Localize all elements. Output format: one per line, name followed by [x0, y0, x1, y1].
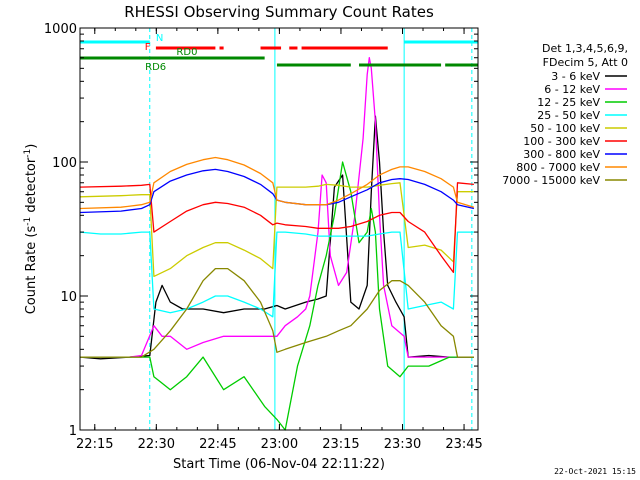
- x-tick-label: 22:45: [199, 437, 236, 452]
- x-axis-ticks: 22:15 22:30 22:45 23:00 23:15 23:30 23:45: [76, 28, 483, 452]
- series-line: [80, 267, 474, 358]
- status-bar-label: RD0: [176, 47, 197, 58]
- series-line: [79, 231, 474, 318]
- legend-label: 300 - 800 keV: [523, 148, 600, 161]
- x-axis-label: Start Time (06-Nov-04 22:11:22): [173, 457, 385, 472]
- legend-header-line: Det 1,3,4,5,6,9,: [542, 42, 628, 55]
- y-axis-label-part: Count Rate (s: [24, 226, 39, 315]
- series-line: [79, 156, 475, 210]
- y-axis-label-superscript: -1: [23, 217, 33, 226]
- y-axis-label-part: ): [24, 144, 39, 149]
- chart-title: RHESSI Observing Summary Count Rates: [124, 3, 434, 21]
- y-axis-label-superscript: -1: [23, 149, 33, 158]
- y-axis-label-part: detector: [24, 157, 39, 217]
- footer-date: 22-Oct-2021 15:15: [554, 467, 636, 476]
- legend-label: 6 - 12 keV: [544, 83, 600, 96]
- legend-label: 50 - 100 keV: [530, 122, 600, 135]
- series-lines: [79, 57, 475, 431]
- legend-label: 12 - 25 keV: [537, 96, 600, 109]
- series-line: [80, 161, 474, 431]
- legend-label: 7000 - 15000 keV: [502, 174, 600, 187]
- series-line: [79, 182, 474, 274]
- legend-label: 800 - 7000 keV: [516, 161, 600, 174]
- legend: Det 1,3,4,5,6,9, FDecim 5, Att 0 3 - 6 k…: [502, 42, 628, 187]
- x-tick-label: 23:00: [261, 437, 298, 452]
- y-axis-label: Count Rate (s-1 detector-1): [23, 144, 39, 315]
- legend-label: 3 - 6 keV: [551, 70, 600, 83]
- status-bars: NF RD0 RD6: [80, 33, 478, 73]
- legend-label: 100 - 300 keV: [523, 135, 600, 148]
- status-bar-label: N: [156, 33, 163, 44]
- series-line: [80, 57, 474, 358]
- x-tick-label: 22:15: [76, 437, 113, 452]
- status-bar-label: F: [145, 42, 151, 53]
- x-tick-label: 23:15: [322, 437, 359, 452]
- y-tick-label: 100: [52, 156, 77, 171]
- x-tick-label: 22:30: [138, 437, 175, 452]
- y-tick-label: 1: [69, 424, 77, 439]
- legend-header-line: FDecim 5, Att 0: [543, 56, 628, 69]
- series-line: [79, 115, 474, 360]
- x-tick-label: 23:30: [384, 437, 421, 452]
- legend-label: 25 - 50 keV: [537, 109, 600, 122]
- status-bar-label: RD6: [145, 62, 166, 73]
- x-tick-label: 23:45: [445, 437, 482, 452]
- y-tick-label: 10: [60, 290, 77, 305]
- y-axis-ticks: 1 10 100 1000: [44, 22, 478, 439]
- y-tick-label: 1000: [44, 22, 77, 37]
- series-line: [79, 182, 474, 278]
